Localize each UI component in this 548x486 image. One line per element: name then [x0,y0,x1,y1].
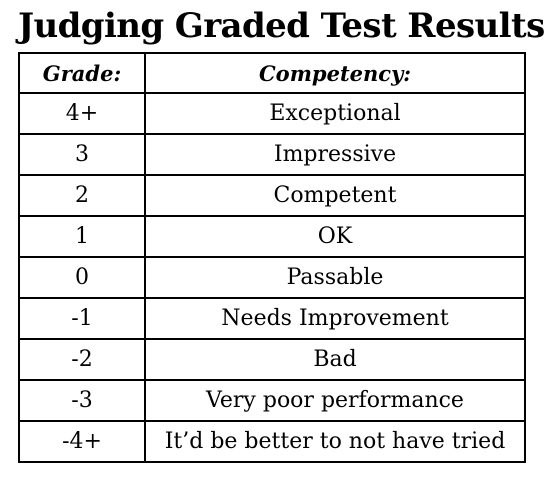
competency-cell: Impressive [144,133,526,176]
table-row: -1 Needs Improvement [18,297,526,340]
competency-cell: Competent [144,174,526,217]
table-row: 1 OK [18,215,526,258]
grade-cell: 4+ [18,92,146,135]
competency-cell: It’d be better to not have tried [144,420,526,463]
competency-cell: OK [144,215,526,258]
table-row: -4+ It’d be better to not have tried [18,420,526,463]
table-row: 0 Passable [18,256,526,299]
page-title: Judging Graded Test Results [18,6,545,46]
grade-cell: 0 [18,256,146,299]
competency-column-header: Competency: [144,52,526,94]
grade-cell: 2 [18,174,146,217]
grading-table: Grade: Competency: 4+ Exceptional 3 Impr… [18,52,526,463]
table-row: -2 Bad [18,338,526,381]
competency-cell: Passable [144,256,526,299]
grade-cell: -2 [18,338,146,381]
grade-cell: -4+ [18,420,146,463]
table-header-row: Grade: Competency: [18,52,526,94]
table-row: 2 Competent [18,174,526,217]
table-row: -3 Very poor performance [18,379,526,422]
grade-cell: -3 [18,379,146,422]
table-row: 4+ Exceptional [18,92,526,135]
competency-cell: Needs Improvement [144,297,526,340]
competency-cell: Very poor performance [144,379,526,422]
grade-cell: 3 [18,133,146,176]
grade-cell: 1 [18,215,146,258]
grade-column-header: Grade: [18,52,146,94]
grade-cell: -1 [18,297,146,340]
competency-cell: Bad [144,338,526,381]
competency-cell: Exceptional [144,92,526,135]
table-row: 3 Impressive [18,133,526,176]
